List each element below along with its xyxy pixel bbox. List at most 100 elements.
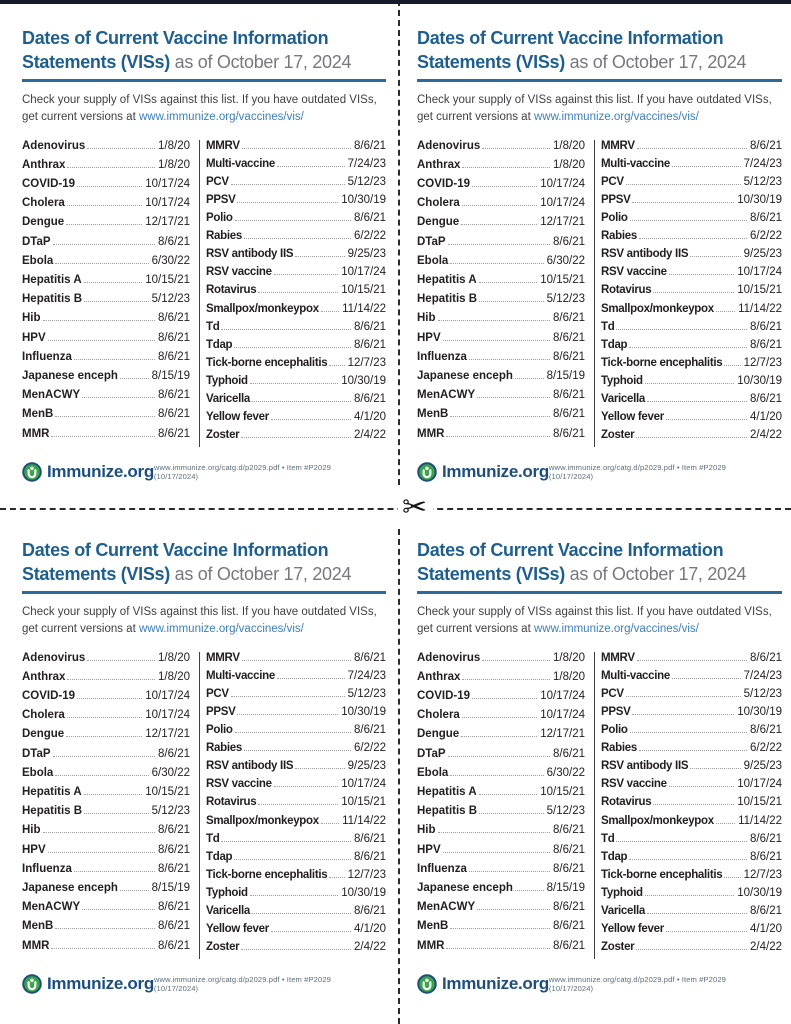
vis-date: 8/6/21 [158,312,190,325]
vis-list: Adenovirus 1/8/20 Anthrax 1/8/20 COVID-19 10/… [417,139,782,448]
dotted-leader [52,755,156,757]
vis-row: Japanese enceph 8/15/19 [22,882,190,901]
vaccine-name: Japanese enceph [22,881,118,894]
vis-date: 8/6/21 [158,331,190,344]
vis-row: Polio 8/6/21 [601,212,782,230]
vis-date: 6/30/22 [151,254,190,267]
dotted-leader [715,822,736,824]
dotted-leader [644,382,735,384]
vis-row: MMRV 8/6/21 [601,652,782,670]
vis-date: 12/17/21 [540,216,585,229]
vaccine-name: Ebola [417,254,449,267]
vis-date: 7/24/23 [743,669,782,682]
vis-date: 12/7/23 [743,356,782,369]
vis-date: 8/6/21 [553,427,585,440]
vis-date: 10/15/21 [540,786,585,799]
vis-date: 8/6/21 [553,312,585,325]
vis-date: 10/17/24 [145,197,190,210]
vis-date: 8/6/21 [553,389,585,402]
vis-row: MenB 8/6/21 [22,408,190,427]
vis-date: 8/15/19 [546,881,585,894]
vaccine-name: Cholera [417,197,460,210]
vis-date: 10/17/24 [540,178,585,191]
vis-date: 8/6/21 [553,408,585,421]
vis-date: 8/6/21 [750,905,782,918]
vis-row: Typhoid 10/30/19 [206,887,386,905]
vis-row: COVID-19 10/17/24 [22,690,190,709]
vis-date: 10/15/21 [341,796,386,809]
dotted-leader [625,183,741,185]
vis-row: Varicella 8/6/21 [206,393,386,411]
dotted-leader [87,147,156,149]
vis-row: Hepatitis A 10/15/21 [417,786,585,805]
vis-row: Rotavirus 10/15/21 [601,284,782,302]
vis-row: Yellow fever 4/1/20 [601,411,782,429]
vis-date: 9/25/23 [347,248,386,261]
vis-date: 6/30/22 [546,254,585,267]
brand-wordmark: Immunize.org [47,462,154,482]
vis-row: MenB 8/6/21 [417,920,585,939]
vis-url-link[interactable]: www.immunize.org/vaccines/vis/ [533,111,699,124]
vis-date: 5/12/23 [347,687,386,700]
vis-date: 8/6/21 [553,939,585,952]
vis-row: Tick-borne encephalitis 12/7/23 [601,357,782,375]
dotted-leader [77,697,143,700]
title-line2: Statements (VISs) [22,52,170,73]
vis-row: Yellow fever 4/1/20 [206,411,386,429]
vis-date: 6/2/22 [750,230,782,243]
dotted-leader [646,400,748,403]
title-line2: Statements (VISs) [417,564,565,585]
vis-row: PPSV 10/30/19 [206,194,386,212]
vis-row: Hepatitis B 5/12/23 [22,805,190,824]
dotted-leader [671,677,741,679]
dotted-leader [87,659,156,661]
vaccine-name: Td [206,320,220,333]
dotted-leader [646,912,748,915]
card-footer: Immunize.org www.immunize.org/catg.d/p20… [417,462,782,483]
vis-date: 10/30/19 [341,706,386,718]
dotted-leader [270,418,352,421]
vis-row: Smallpox/monkeypox 11/14/22 [206,815,386,833]
dotted-leader [55,774,149,776]
vis-row: Smallpox/monkeypox 11/14/22 [601,815,782,833]
vaccine-name: Rotavirus [601,796,652,809]
vis-row: HPV 8/6/21 [417,844,585,863]
vis-url-link[interactable]: www.immunize.org/vaccines/vis/ [138,111,304,124]
vis-date: 8/6/21 [354,724,386,737]
vaccine-name: MenB [22,920,54,933]
dotted-leader [241,147,352,149]
vis-date: 11/14/22 [738,302,782,315]
vis-row: Dengue 12/17/21 [22,216,190,235]
vaccine-name: MenB [417,408,449,421]
vis-row: RSV vaccine 10/17/24 [601,266,782,284]
vis-date: 7/24/23 [347,157,386,170]
intro-sentence: Check your supply of VISs against this l… [417,606,772,636]
vaccine-name: Rabies [601,742,637,755]
dotted-leader [472,697,538,700]
vaccine-name: Varicella [601,905,645,918]
page-title: Dates of Current Vaccine Information Sta… [417,538,782,586]
vis-row: Hepatitis B 5/12/23 [417,805,585,824]
vis-row: Anthrax 1/8/20 [417,159,585,178]
vaccine-name: Anthrax [22,670,66,683]
vis-date: 10/17/24 [737,266,782,279]
vis-list: Adenovirus 1/8/20 Anthrax 1/8/20 COVID-19 10/… [22,651,386,960]
vis-date: 8/6/21 [553,824,585,837]
dotted-leader [234,731,352,734]
vaccine-name: Typhoid [206,886,248,899]
vaccine-name: Hepatitis B [22,293,83,306]
vis-date: 12/7/23 [347,356,386,369]
vis-url-link[interactable]: www.immunize.org/vaccines/vis/ [533,623,699,636]
vis-row: Dengue 12/17/21 [417,728,585,747]
dotted-leader [47,851,156,853]
vis-column-right: MMRV 8/6/21 Multi-vaccine 7/24/23 PCV 5/12/23… [199,139,386,448]
dotted-leader [276,165,345,167]
vis-row: DTaP 8/6/21 [417,236,585,255]
vaccine-name: Japanese enceph [22,369,118,382]
dotted-leader [276,677,345,679]
vis-column-left: Adenovirus 1/8/20 Anthrax 1/8/20 COVID-19 10/… [417,652,589,960]
dotted-leader [668,273,735,276]
vaccine-name: Influenza [22,862,72,875]
vis-date: 8/6/21 [750,320,782,333]
vis-url-link[interactable]: www.immunize.org/vaccines/vis/ [138,623,304,636]
